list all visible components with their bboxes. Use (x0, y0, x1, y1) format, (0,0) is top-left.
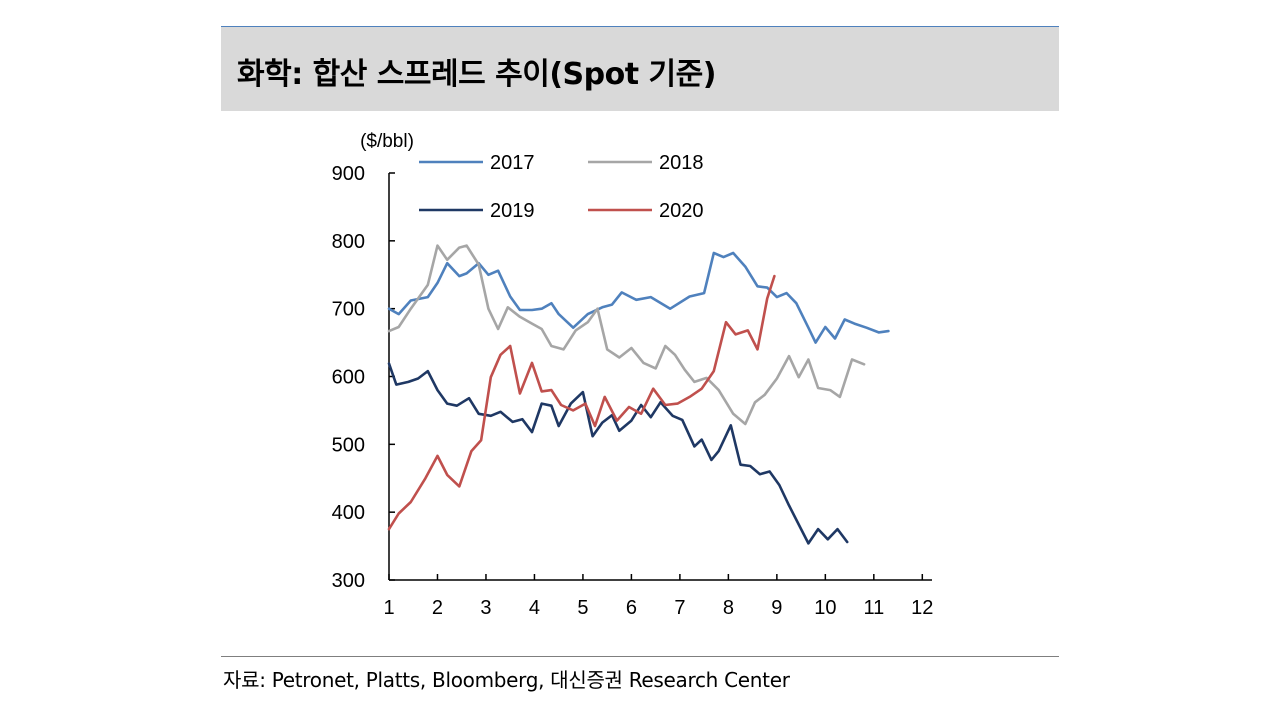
x-tick-label: 9 (771, 597, 782, 619)
series-line-2017 (387, 251, 890, 344)
y-tick-label: 600 (332, 367, 365, 389)
x-tick-label: 7 (674, 597, 685, 619)
x-tick-label: 12 (911, 597, 933, 619)
x-tick-label: 10 (814, 597, 836, 619)
series-line-2018 (387, 244, 866, 426)
x-tick-label: 4 (529, 597, 540, 619)
series-line-2020 (387, 274, 776, 531)
chart-title: 화학: 합산 스프레드 추이(Spot 기준) (237, 57, 716, 92)
legend-label-2018: 2018 (659, 152, 704, 174)
y-tick-label: 900 (332, 163, 365, 185)
y-tick-label: 400 (332, 502, 365, 524)
x-tick-label: 5 (577, 597, 588, 619)
y-tick-label: 700 (332, 299, 365, 321)
y-tick-label: 300 (332, 570, 365, 592)
y-tick-label: 500 (332, 434, 365, 456)
x-tick-label: 3 (480, 597, 491, 619)
legend-label-2017: 2017 (490, 152, 535, 174)
y-tick-label: 800 (332, 231, 365, 253)
x-tick-label: 11 (863, 597, 884, 619)
x-tick-label: 2 (432, 597, 443, 619)
source-note: 자료: Petronet, Platts, Bloomberg, 대신증권 Re… (223, 668, 790, 692)
series-line-2019 (387, 362, 849, 545)
legend-label-2019: 2019 (490, 200, 535, 222)
chart-title-band: 화학: 합산 스프레드 추이(Spot 기준) (221, 26, 1059, 111)
x-tick-label: 6 (626, 597, 637, 619)
x-tick-label: 1 (383, 597, 394, 619)
y-axis-unit-label: ($/bbl) (360, 131, 414, 152)
legend-label-2020: 2020 (659, 200, 704, 222)
source-divider (221, 656, 1059, 657)
x-tick-label: 8 (723, 597, 734, 619)
